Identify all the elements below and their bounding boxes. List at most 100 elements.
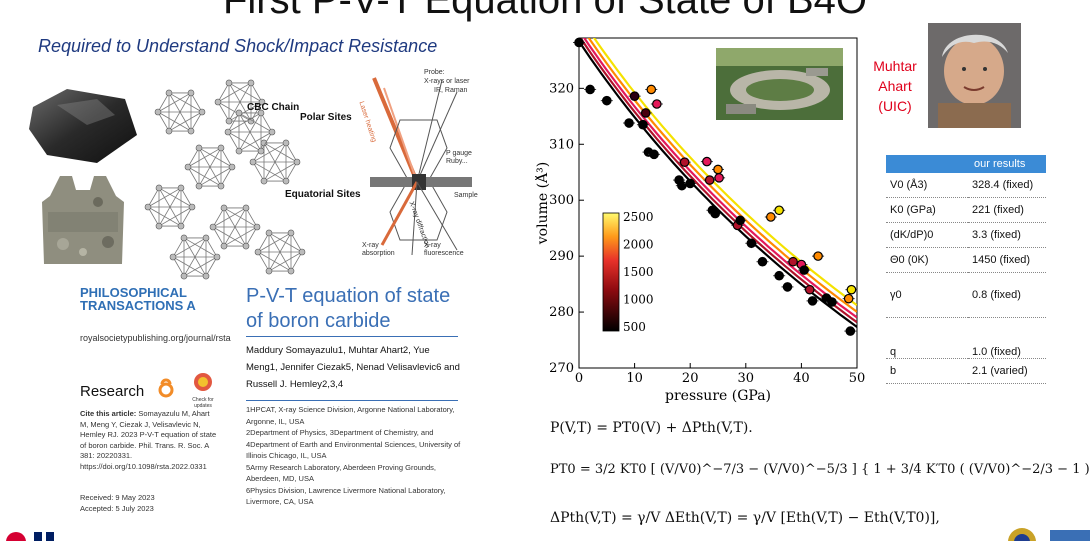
affiliation: 5Army Research Laboratory, Aberdeen Prov… [246,462,436,484]
icosahedron [249,139,301,185]
table-row: (dK/dP)0 3.3 (fixed) [886,222,1046,248]
p-gauge-text: P gauge [446,150,472,157]
data-point [638,119,648,130]
crystal-structure-svg [144,79,306,280]
data-point [704,175,715,185]
data-point [702,156,712,167]
diamond-anvil-cell-diagram: Probe: X-rays or laser IR, Raman Laser h… [357,68,480,265]
data-point [677,180,687,191]
uic-logo [0,528,70,546]
cite-text: Somayazulu M, Ahart M, Meng Y, Ciezak J,… [80,409,217,471]
data-point [774,270,784,281]
pvt-chart: 0 10 20 30 40 50 270 280 290 300 310 320 pressure (G… [533,30,865,412]
data-point [624,118,634,128]
data-point [827,297,837,307]
paper-title: P-V-T equation of state of boron carbide [246,285,451,332]
check-for-updates-icon[interactable]: Check for updates [188,372,218,409]
icosahedron [184,144,236,190]
data-point [602,95,612,106]
probe-title: Probe: [424,69,445,76]
pvt-chart-svg: 0 10 20 30 40 50 270 280 290 300 310 320 pressure (G… [533,37,865,404]
x-tick-label: 20 [682,371,699,386]
slide-title: First P-V-T Equation of State of B4O [0,0,1090,23]
data-point [714,173,724,183]
y-tick-label: 270 [549,361,574,376]
accepted-date: Accepted: 5 July 2023 [80,504,154,513]
param-cell: K0 (GPa) [886,197,968,223]
person-last-name: Ahart [878,78,912,94]
slide-subtitle: Required to Understand Shock/Impact Resi… [38,36,438,56]
x-tick-label: 50 [849,371,865,386]
probe-label: Probe: X-rays or laser IR, Raman [424,68,470,95]
crystal-structure-diagram: CBC Chain Polar Sites Equatorial Sites [140,72,365,282]
param-cell: b [886,358,968,384]
eos-curve [592,38,857,307]
data-point [710,208,721,219]
data-point [640,108,651,118]
value-cell: 3.3 (fixed) [968,222,1046,248]
seal-logo [1000,522,1090,546]
y-tick-label: 280 [549,305,574,320]
x-tick-label: 0 [575,371,583,386]
value-cell: 1.0 (fixed) [968,317,1046,359]
authors-rule [246,400,458,401]
data-point [845,326,856,336]
data-point [799,265,809,275]
dates: Received: 9 May 2023 Accepted: 5 July 20… [80,492,155,514]
colorbar-tick-label: 1500 [623,265,654,279]
data-point [585,84,595,95]
table-row: K0 (GPa) 221 (fixed) [886,197,1046,223]
data-point [774,205,784,216]
label-polar-sites: Polar Sites [300,112,352,123]
table-row: Θ0 (0K) 1450 (fixed) [886,247,1046,273]
data-point [735,215,746,226]
param-cell: (dK/dP)0 [886,222,968,248]
affiliation: 1HPCAT, X-ray Science Division, Argonne … [246,405,455,426]
data-point [746,238,757,249]
person-affiliation: (UIC) [878,98,912,114]
eos-curve [587,38,857,313]
colorbar-tick-label: 2000 [623,238,654,252]
boron-carbide-photo [27,85,139,167]
received-date: Received: 9 May 2023 [80,493,155,502]
probe-ir: IR, Raman [434,87,468,94]
journal-name: PHILOSOPHICAL TRANSACTIONS A [80,285,196,313]
title-rule [246,336,458,337]
y-tick-label: 300 [549,193,574,208]
eos-curve [582,38,857,319]
paper-authors: Maddury Somayazulu1, Muhtar Ahart2, Yue … [246,345,460,390]
person-name: Muhtar Ahart (UIC) [866,56,924,116]
ruby-text: Ruby... [446,158,468,165]
value-cell: 328.4 (fixed) [968,173,1046,198]
x-tick-label: 30 [738,371,755,386]
table-row: γ0 0.8 (fixed) [886,272,1046,318]
table-row: q 1.0 (fixed) [886,317,1046,359]
value-cell: 221 (fixed) [968,197,1046,223]
equation-3: ΔPth(V,T) = γ/V ΔEth(V,T) = γ/V [Eth(V,T… [550,510,940,526]
table-row: V0 (Å3) 328.4 (fixed) [886,173,1046,198]
probe-xray: X-rays or laser [424,78,470,85]
results-table: our results V0 (Å3) 328.4 (fixed) K0 (GPa… [886,155,1046,384]
body-armor-art [42,176,124,264]
cite-block: Cite this article: Somayazulu M, Ahart M… [80,409,220,472]
uic-logo-art [6,532,54,546]
value-cell: 0.8 (fixed) [968,272,1046,318]
slide-title-text: First P-V-T Equation of State of B4O [222,0,867,22]
data-point [574,37,584,48]
y-tick-label: 320 [549,81,574,96]
sample-label: Sample [454,192,478,199]
affiliation: 2Department of Physics, 3Department of C… [246,428,461,460]
icosahedron [214,79,266,125]
data-point [788,256,798,267]
y-tick-label: 290 [549,249,574,264]
paper-excerpt: PHILOSOPHICAL TRANSACTIONS A royalsociet… [78,282,473,537]
results-table-grid: our results V0 (Å3) 328.4 (fixed) K0 (GPa… [886,155,1046,384]
data-point [766,212,776,222]
y-axis-label: volume (Å³) [535,162,551,246]
section-label: Research [80,383,145,400]
cite-label: Cite this article: [80,409,137,418]
data-point [649,149,659,160]
journal-url: royalsocietypublishing.org/journal/rsta [80,333,231,343]
data-point [843,293,854,304]
body-armor-photo [38,172,128,272]
